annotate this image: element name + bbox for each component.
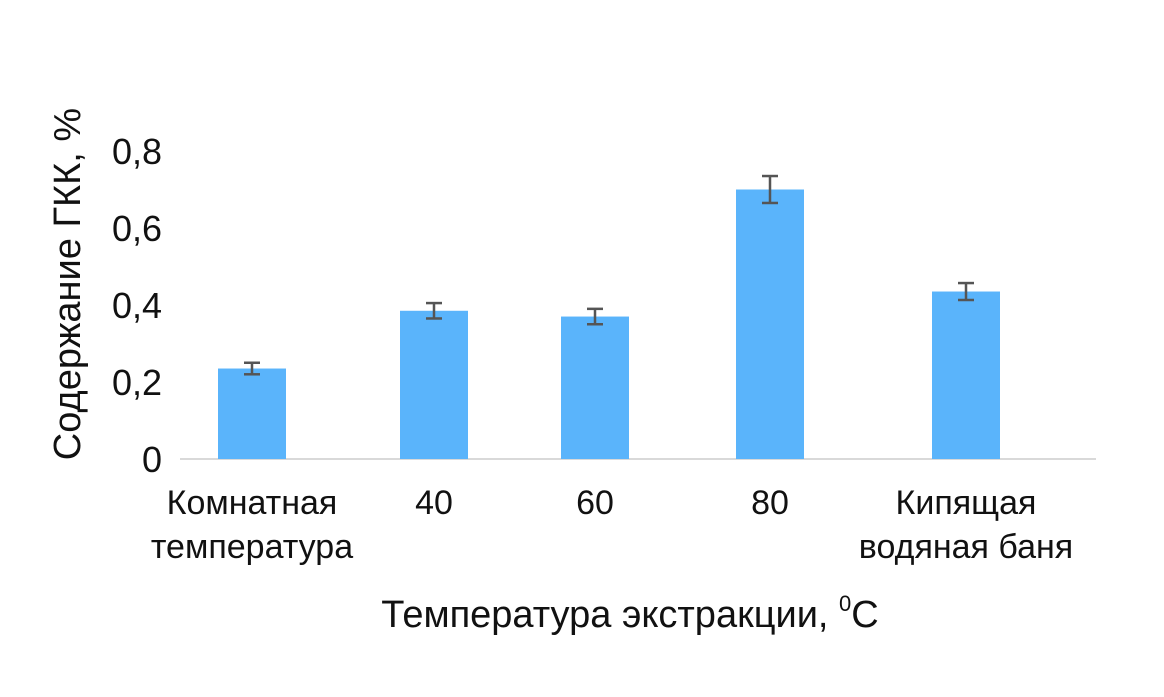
y-axis-title: Содержание ГКК, %	[47, 108, 89, 460]
y-tick-label: 0,2	[112, 362, 162, 403]
y-tick-label: 0	[142, 439, 162, 480]
bar	[218, 368, 286, 459]
error-bar	[244, 361, 260, 376]
x-axis-title-degree: 0	[839, 591, 851, 616]
x-category-label: 40	[415, 484, 453, 522]
y-tick-label: 0,6	[112, 208, 162, 249]
error-bar	[762, 174, 778, 205]
y-axis-ticks: 0 0,2 0,4 0,6 0,8	[112, 131, 162, 480]
x-axis-title-main: Температура экстракции,	[381, 594, 839, 636]
error-bars-group	[244, 174, 974, 376]
y-tick-label: 0,8	[112, 131, 162, 172]
bar	[736, 189, 804, 459]
x-category-label: Комнатная температура	[151, 484, 353, 566]
x-axis-title: Температура экстракции, 0С	[381, 591, 878, 636]
x-category-label: Кипящая водяная баня	[859, 484, 1073, 566]
error-bar	[587, 307, 603, 326]
bar	[932, 291, 1000, 459]
x-axis-categories: Комнатная температура 40 60 80 Кипящая водяная…	[151, 484, 1073, 566]
error-bar	[958, 281, 974, 302]
x-category-label: 60	[576, 484, 614, 522]
error-bar	[426, 301, 442, 320]
y-tick-label: 0,4	[112, 285, 162, 326]
bars-group	[218, 189, 1000, 459]
bar	[400, 310, 468, 459]
x-category-label: 80	[751, 484, 789, 522]
bar	[561, 316, 629, 459]
x-axis-title-unit: С	[851, 594, 878, 636]
